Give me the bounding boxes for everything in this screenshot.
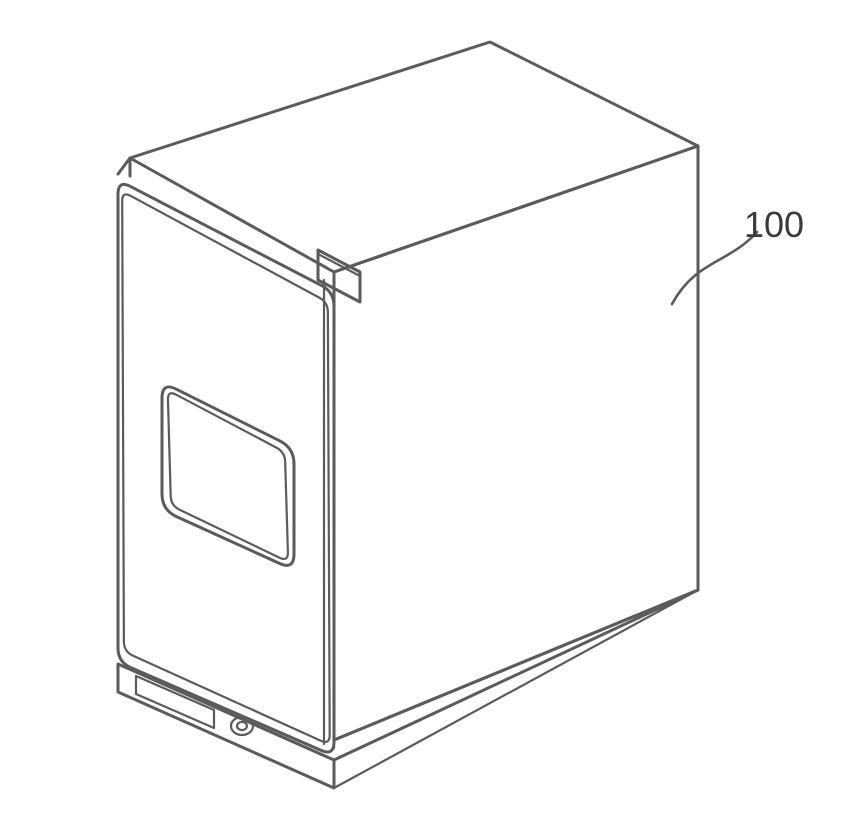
callout-label-100: 100	[744, 204, 804, 246]
patent-figure	[0, 0, 863, 835]
